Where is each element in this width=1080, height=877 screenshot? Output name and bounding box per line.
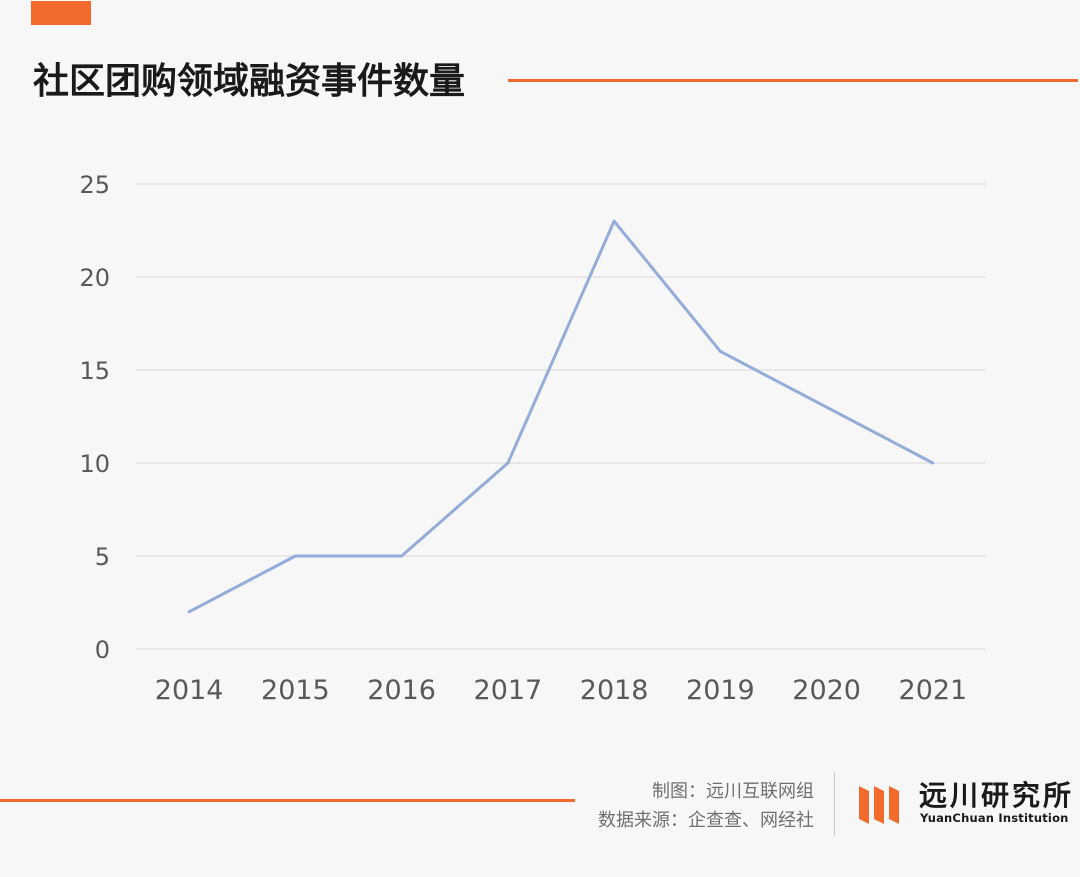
x-tick-label: 2016 xyxy=(367,675,436,706)
footer-divider xyxy=(834,772,835,836)
y-tick-label: 20 xyxy=(79,264,110,292)
grid-lines xyxy=(136,183,986,650)
series-line xyxy=(188,219,934,614)
title-rule xyxy=(508,79,1078,82)
footer-rule xyxy=(0,799,575,802)
data-point xyxy=(400,554,404,558)
logo-english: YuanChuan Institution xyxy=(920,811,1069,825)
x-tick-label: 2020 xyxy=(792,675,861,706)
x-axis-ticks: 2014 2015 2016 2017 2018 2019 2020 2021 xyxy=(155,675,967,706)
y-tick-label: 15 xyxy=(79,357,110,385)
data-point xyxy=(718,349,722,353)
credit-made-by: 制图：远川互联网组 xyxy=(652,781,814,802)
x-tick-label: 2017 xyxy=(474,675,543,706)
series-layer xyxy=(187,219,935,614)
data-point xyxy=(612,219,616,223)
logo-name: 远川研究所 xyxy=(919,779,1075,812)
data-point xyxy=(931,461,935,465)
data-point xyxy=(825,405,829,409)
logo-bar-3 xyxy=(889,786,899,824)
y-tick-label: 0 xyxy=(95,636,110,664)
x-tick-label: 2021 xyxy=(899,675,968,706)
x-tick-label: 2014 xyxy=(155,675,224,706)
accent-tab xyxy=(31,1,91,25)
credit-source: 数据来源：企查查、网经社 xyxy=(598,810,814,831)
chart-title: 社区团购领域融资事件数量 xyxy=(33,61,466,102)
y-tick-label: 25 xyxy=(79,171,110,199)
x-tick-label: 2018 xyxy=(580,675,649,706)
credits: 制图：远川互联网组 数据来源：企查查、网经社 xyxy=(598,777,814,835)
logo-bar-1 xyxy=(859,786,869,824)
logo-bar-2 xyxy=(874,786,884,824)
y-tick-label: 10 xyxy=(79,450,110,478)
data-point xyxy=(187,610,191,614)
x-tick-label: 2015 xyxy=(261,675,330,706)
y-tick-label: 5 xyxy=(95,543,110,571)
data-point xyxy=(293,554,297,558)
x-tick-label: 2019 xyxy=(686,675,755,706)
logo: 远川研究所 YuanChuan Institution xyxy=(857,780,1071,830)
data-point xyxy=(506,461,510,465)
logo-bars-icon xyxy=(859,786,899,824)
y-axis-ticks: 0 5 10 15 20 25 xyxy=(79,171,110,664)
